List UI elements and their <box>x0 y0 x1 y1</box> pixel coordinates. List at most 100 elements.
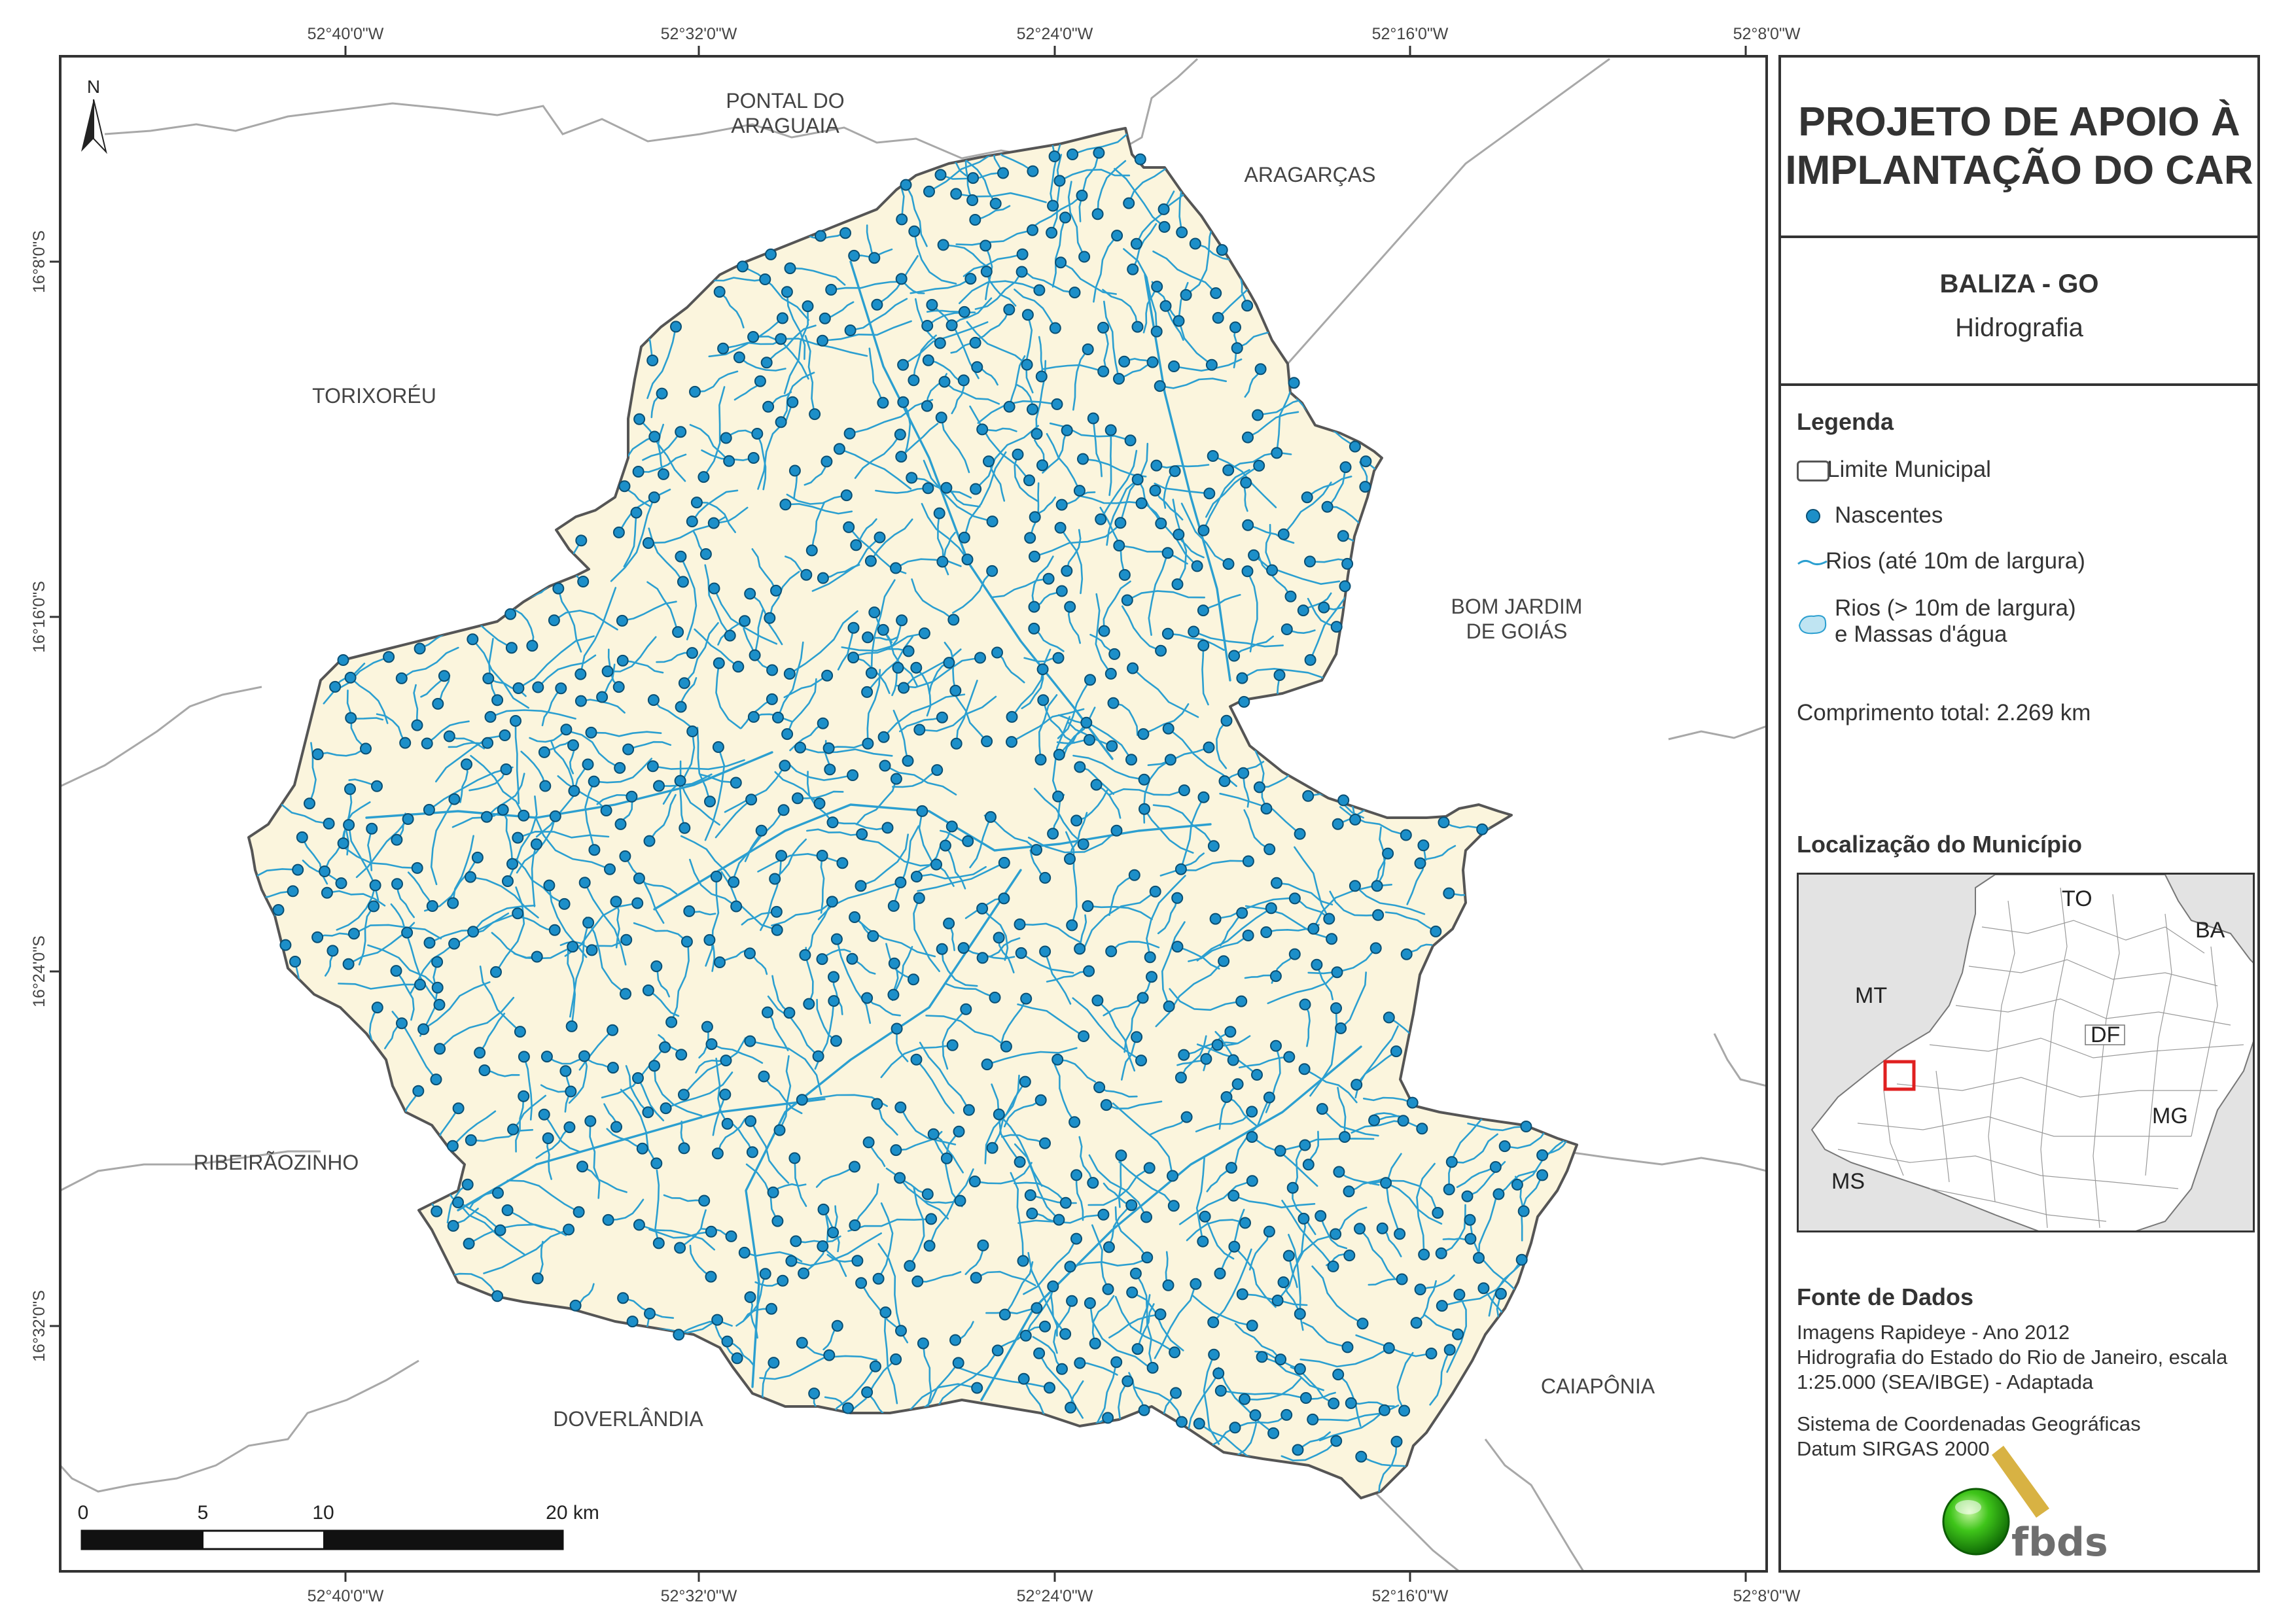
river-line <box>1118 1161 1175 1207</box>
spring-point <box>452 1102 465 1115</box>
spring-point <box>1294 1308 1306 1320</box>
spring-point <box>1445 1156 1458 1168</box>
spring-point <box>467 926 480 938</box>
inset-label: MS <box>1831 1169 1865 1194</box>
river-line <box>365 751 773 819</box>
spring-point <box>431 956 444 968</box>
spring-point <box>292 864 304 876</box>
river-line <box>783 305 809 394</box>
spring-point <box>1146 356 1159 368</box>
spring-point <box>800 568 813 581</box>
spring-point <box>1207 450 1219 462</box>
river-line <box>336 884 376 931</box>
spring-point <box>642 537 654 550</box>
spring-point <box>1097 321 1109 334</box>
river-line <box>855 778 898 826</box>
spring-point <box>1515 1253 1528 1266</box>
spring-point <box>558 898 571 910</box>
spring-point <box>1174 863 1187 875</box>
river-line <box>1385 1181 1443 1225</box>
spring-point <box>1301 491 1313 504</box>
river-line <box>1121 1036 1138 1081</box>
river-line <box>694 628 739 668</box>
spring-point <box>510 715 521 727</box>
spring-point <box>540 1051 553 1063</box>
spring-point <box>724 629 736 642</box>
spring-point <box>494 1224 506 1236</box>
spring-point <box>991 1344 1004 1357</box>
river-line <box>1042 699 1076 744</box>
spring-point <box>1238 695 1250 708</box>
river-line <box>654 1169 660 1244</box>
spring-point <box>514 1026 526 1038</box>
spring-point <box>337 654 349 666</box>
river-line <box>1144 273 1231 682</box>
spring-point <box>937 239 949 251</box>
spring-point <box>758 1070 770 1083</box>
spring-point <box>653 780 665 792</box>
spring-point <box>1292 1444 1304 1456</box>
river-line <box>738 357 786 372</box>
river-line <box>679 760 686 829</box>
spring-point <box>773 1124 786 1136</box>
spring-point <box>847 652 860 664</box>
river-line <box>696 501 736 533</box>
spring-point <box>1067 148 1079 160</box>
river-line <box>757 401 794 490</box>
river-line <box>1186 1219 1246 1242</box>
spring-point <box>499 729 511 741</box>
river-line <box>1004 1261 1034 1316</box>
spring-point <box>1280 623 1293 635</box>
spring-point <box>1326 933 1338 945</box>
river-line <box>589 1120 601 1199</box>
coord-label-left: 16°16'0"S <box>30 581 48 653</box>
river-line <box>1023 270 1076 294</box>
river-line <box>799 746 893 757</box>
river-line <box>648 1229 713 1239</box>
spring-point <box>678 1089 690 1101</box>
river-line <box>969 816 992 869</box>
river-line <box>785 760 854 781</box>
spring-point <box>1284 590 1297 602</box>
river-line <box>1369 1112 1404 1122</box>
river-line <box>909 1187 925 1267</box>
spring-point <box>825 283 838 296</box>
river-line <box>1261 1356 1324 1391</box>
spring-point <box>1141 1251 1154 1264</box>
spring-point <box>705 1225 717 1238</box>
spring-point <box>902 645 915 657</box>
river-line <box>876 1103 898 1136</box>
spring-point <box>1159 300 1172 312</box>
spring-point <box>868 606 881 619</box>
spring-point <box>491 694 504 707</box>
spring-point <box>1154 380 1166 393</box>
spring-point <box>908 225 921 237</box>
spring-point <box>1174 1072 1187 1084</box>
river-line <box>832 976 843 1015</box>
spring-point <box>1436 1300 1448 1312</box>
spring-point <box>783 668 796 680</box>
river-line <box>1079 1362 1118 1376</box>
river-line <box>1419 1274 1455 1291</box>
spring-point <box>1476 823 1489 835</box>
spring-point <box>1024 532 1036 544</box>
river-line <box>951 689 988 742</box>
river-line <box>567 947 576 1028</box>
spring-point <box>1054 521 1067 534</box>
spring-point <box>940 1152 953 1164</box>
river-line <box>749 1040 822 1095</box>
spring-point <box>1080 716 1093 729</box>
river-line <box>584 881 627 966</box>
spring-point <box>943 657 955 669</box>
river-line <box>757 853 843 873</box>
river-line <box>1288 1234 1301 1315</box>
panel-body: Legenda Limite Municipal Nascentes Rios … <box>1781 386 2257 1575</box>
spring-point <box>631 897 644 909</box>
spring-point <box>1024 1189 1036 1201</box>
river-line <box>1118 1154 1122 1208</box>
north-label: N <box>87 77 100 97</box>
river-line <box>1337 1087 1347 1138</box>
spring-point <box>1266 564 1279 576</box>
spring-point <box>1256 1351 1268 1363</box>
spring-point <box>747 452 760 464</box>
